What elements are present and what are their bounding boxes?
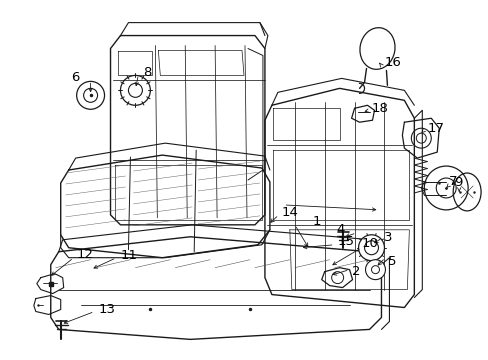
Text: 8: 8	[143, 66, 151, 79]
Text: 1: 1	[312, 215, 321, 228]
Text: 16: 16	[384, 56, 401, 69]
Text: 14: 14	[281, 206, 298, 219]
Text: 12: 12	[77, 248, 94, 261]
Text: 9: 9	[453, 176, 462, 189]
Circle shape	[365, 260, 385, 280]
Text: 4: 4	[336, 223, 344, 236]
Text: 5: 5	[386, 255, 395, 268]
Text: 17: 17	[427, 122, 444, 135]
Text: 15: 15	[337, 235, 354, 248]
Text: 7: 7	[448, 175, 457, 189]
Text: 11: 11	[120, 249, 137, 262]
Text: 10: 10	[361, 237, 378, 250]
Circle shape	[358, 235, 384, 261]
Text: 18: 18	[371, 102, 387, 115]
Text: 2: 2	[351, 265, 359, 278]
Text: 13: 13	[99, 303, 115, 316]
Text: 3: 3	[384, 231, 392, 244]
Text: 6: 6	[71, 71, 79, 84]
